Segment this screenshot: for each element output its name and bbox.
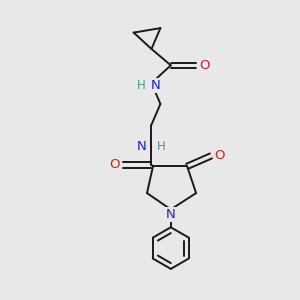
Text: H: H xyxy=(157,140,166,153)
Text: N: N xyxy=(166,208,176,221)
Text: O: O xyxy=(109,158,120,171)
Text: O: O xyxy=(214,149,225,162)
Text: N: N xyxy=(151,79,161,92)
Text: N: N xyxy=(137,140,147,153)
Text: H: H xyxy=(137,79,146,92)
Text: O: O xyxy=(200,59,210,72)
